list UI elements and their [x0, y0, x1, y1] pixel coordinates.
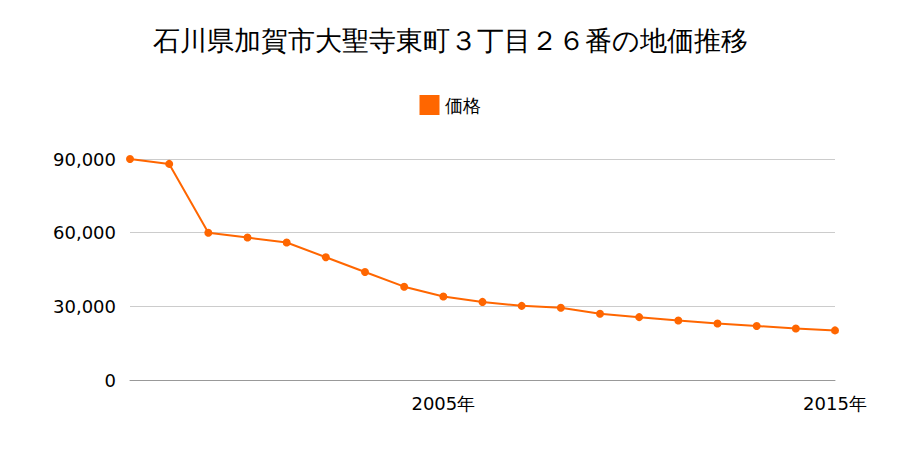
- svg-text:30,000: 30,000: [53, 296, 116, 317]
- svg-text:60,000: 60,000: [53, 222, 116, 243]
- svg-text:2005年: 2005年: [411, 393, 475, 414]
- svg-text:2015年: 2015年: [803, 393, 867, 414]
- svg-text:石川県加賀市大聖寺東町３丁目２６番の地価推移: 石川県加賀市大聖寺東町３丁目２６番の地価推移: [153, 25, 748, 56]
- svg-text:価格: 価格: [445, 95, 481, 116]
- svg-text:90,000: 90,000: [53, 149, 116, 170]
- svg-text:0: 0: [105, 370, 116, 391]
